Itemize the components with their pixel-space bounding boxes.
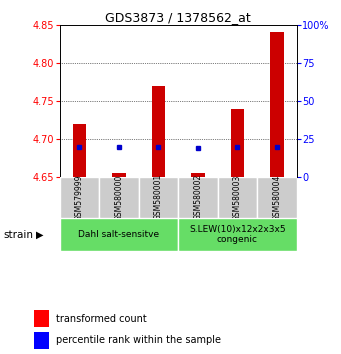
Bar bbox=[257, 177, 297, 218]
Bar bbox=[73, 124, 86, 177]
Text: GSM579999: GSM579999 bbox=[75, 174, 84, 221]
Text: GSM580001: GSM580001 bbox=[154, 174, 163, 221]
Title: GDS3873 / 1378562_at: GDS3873 / 1378562_at bbox=[105, 11, 251, 24]
Bar bbox=[34, 310, 49, 327]
Text: transformed count: transformed count bbox=[56, 314, 147, 324]
Text: ▶: ▶ bbox=[36, 229, 43, 240]
Bar bbox=[34, 332, 49, 349]
Bar bbox=[218, 177, 257, 218]
Bar bbox=[231, 108, 244, 177]
Text: percentile rank within the sample: percentile rank within the sample bbox=[56, 335, 221, 345]
Text: Dahl salt-sensitve: Dahl salt-sensitve bbox=[78, 230, 160, 239]
Text: GSM580002: GSM580002 bbox=[193, 174, 203, 221]
Text: GSM580003: GSM580003 bbox=[233, 174, 242, 221]
Bar bbox=[60, 177, 99, 218]
Bar bbox=[270, 32, 284, 177]
Bar bbox=[99, 177, 139, 218]
Bar bbox=[191, 173, 205, 177]
Bar bbox=[151, 86, 165, 177]
Text: S.LEW(10)x12x2x3x5
congenic: S.LEW(10)x12x2x3x5 congenic bbox=[189, 225, 286, 244]
Text: GSM580004: GSM580004 bbox=[272, 174, 281, 221]
Bar bbox=[139, 177, 178, 218]
Bar bbox=[178, 218, 297, 251]
Text: GSM580000: GSM580000 bbox=[115, 174, 123, 221]
Bar bbox=[178, 177, 218, 218]
Text: strain: strain bbox=[3, 229, 33, 240]
Bar bbox=[112, 173, 126, 177]
Bar bbox=[60, 218, 178, 251]
